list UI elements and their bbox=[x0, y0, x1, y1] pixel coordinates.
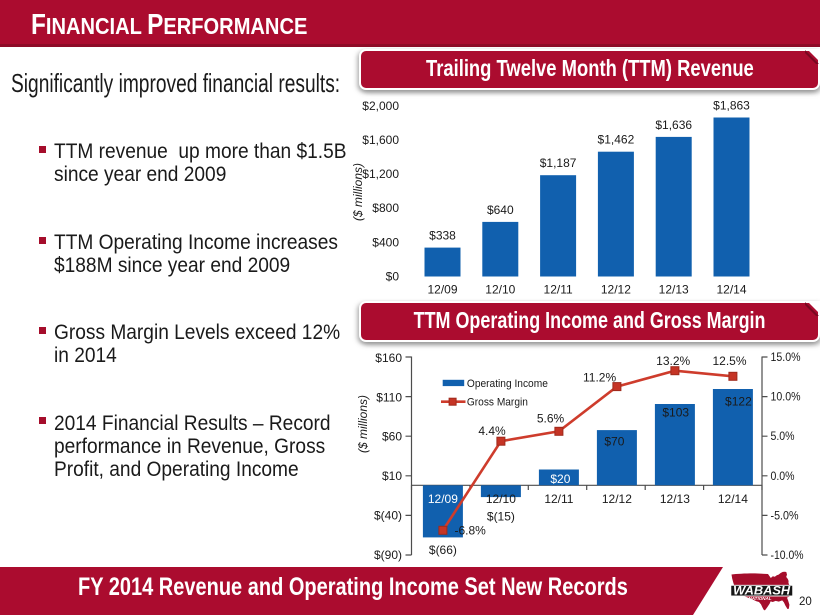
svg-text:$20: $20 bbox=[550, 472, 570, 486]
svg-text:Gross Margin: Gross Margin bbox=[467, 397, 528, 409]
svg-text:12/11: 12/11 bbox=[544, 283, 573, 297]
svg-text:4.4%: 4.4% bbox=[478, 424, 506, 438]
svg-text:$400: $400 bbox=[372, 235, 399, 249]
svg-text:$1,462: $1,462 bbox=[598, 133, 635, 147]
svg-text:$0: $0 bbox=[386, 270, 400, 284]
svg-text:11.2%: 11.2% bbox=[583, 371, 616, 385]
svg-text:$(90): $(90) bbox=[374, 548, 402, 562]
svg-text:$800: $800 bbox=[372, 201, 399, 215]
svg-text:Operating Income: Operating Income bbox=[467, 378, 548, 390]
svg-text:$103: $103 bbox=[662, 405, 689, 419]
svg-text:-5.0%: -5.0% bbox=[771, 508, 799, 522]
svg-text:$160: $160 bbox=[375, 351, 402, 365]
svg-text:$1,636: $1,636 bbox=[655, 118, 692, 132]
svg-text:$1,200: $1,200 bbox=[362, 167, 399, 181]
svg-text:12/10: 12/10 bbox=[486, 492, 516, 506]
svg-text:5.0%: 5.0% bbox=[771, 429, 795, 443]
svg-text:($ millions): ($ millions) bbox=[351, 163, 365, 221]
svg-text:12/10: 12/10 bbox=[485, 283, 515, 297]
svg-text:12/13: 12/13 bbox=[659, 283, 689, 297]
svg-text:10.0%: 10.0% bbox=[771, 390, 801, 404]
svg-text:$70: $70 bbox=[604, 435, 624, 449]
svg-text:WABASH: WABASH bbox=[733, 585, 791, 597]
svg-text:$(15): $(15) bbox=[487, 510, 515, 524]
svg-text:12/11: 12/11 bbox=[544, 492, 573, 506]
svg-text:$1,600: $1,600 bbox=[362, 133, 399, 147]
svg-text:5.6%: 5.6% bbox=[537, 412, 565, 426]
svg-text:$(40): $(40) bbox=[374, 509, 402, 523]
svg-text:$640: $640 bbox=[487, 203, 514, 217]
svg-text:12/12: 12/12 bbox=[601, 283, 631, 297]
svg-text:12/12: 12/12 bbox=[602, 492, 632, 506]
svg-text:15.0%: 15.0% bbox=[771, 350, 801, 364]
svg-text:$2,000: $2,000 bbox=[362, 99, 399, 113]
svg-text:$1,187: $1,187 bbox=[540, 156, 577, 170]
svg-text:$1,863: $1,863 bbox=[713, 99, 750, 113]
svg-text:13.2%: 13.2% bbox=[656, 354, 690, 368]
svg-text:($ millions): ($ millions) bbox=[356, 395, 370, 453]
svg-text:0.0%: 0.0% bbox=[771, 469, 795, 483]
svg-text:12/09: 12/09 bbox=[427, 283, 457, 297]
svg-text:$(66): $(66) bbox=[429, 543, 457, 557]
svg-text:12/13: 12/13 bbox=[660, 492, 690, 506]
svg-text:NATIONAL: NATIONAL bbox=[749, 596, 772, 601]
svg-text:12/09: 12/09 bbox=[428, 492, 458, 506]
svg-text:-6.8%: -6.8% bbox=[455, 524, 487, 538]
svg-text:$10: $10 bbox=[382, 469, 402, 483]
svg-text:$122: $122 bbox=[725, 394, 752, 408]
svg-text:12/14: 12/14 bbox=[718, 492, 748, 506]
svg-text:$338: $338 bbox=[429, 229, 456, 243]
svg-text:12/14: 12/14 bbox=[716, 283, 746, 297]
svg-text:$110: $110 bbox=[376, 390, 402, 404]
svg-text:-10.0%: -10.0% bbox=[771, 548, 804, 562]
svg-text:12.5%: 12.5% bbox=[712, 354, 746, 368]
svg-text:$60: $60 bbox=[382, 430, 402, 444]
